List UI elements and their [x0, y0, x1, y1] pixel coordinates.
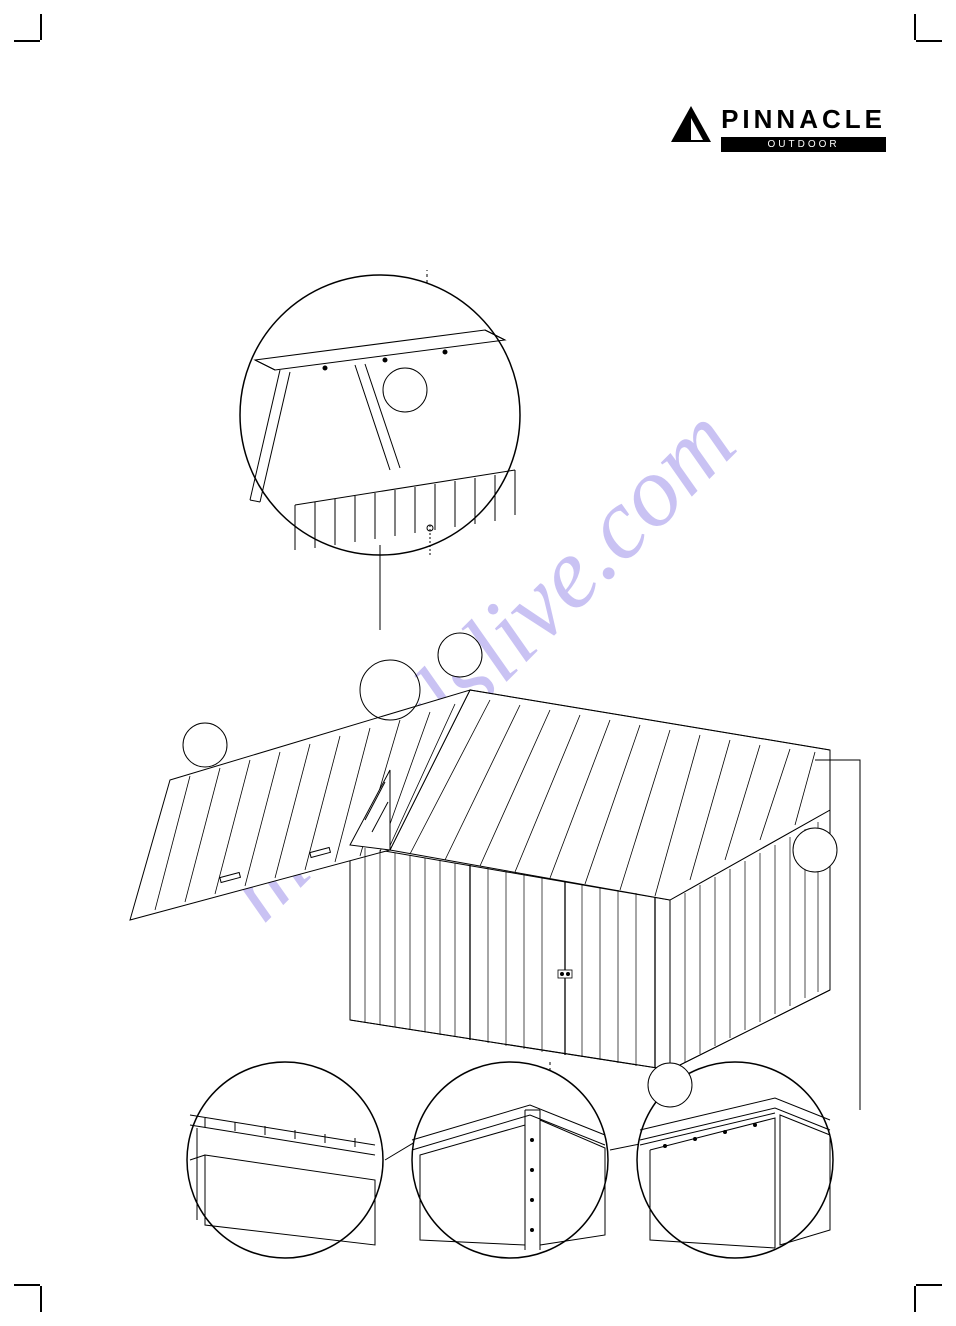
- crop-mark: [40, 14, 42, 40]
- crop-mark: [914, 1286, 916, 1312]
- callout-circle-bottom-right: [640, 1055, 700, 1115]
- brand-logo: PINNACLE OUTDOOR: [669, 104, 886, 152]
- crop-mark: [914, 14, 916, 40]
- crop-mark: [916, 40, 942, 42]
- main-shed-illustration: [110, 600, 850, 1100]
- detail-circle-ridge-brace: [235, 270, 525, 560]
- detail-circle-front-eave: [175, 1060, 395, 1260]
- crop-mark: [916, 1284, 942, 1286]
- detail-circle-gable-corner: [400, 1060, 620, 1260]
- crop-mark: [14, 1284, 40, 1286]
- crop-mark: [40, 1286, 42, 1312]
- brand-name: PINNACLE: [721, 104, 886, 135]
- crop-mark: [14, 40, 40, 42]
- logo-triangle-icon: [669, 104, 713, 144]
- brand-subtitle: OUTDOOR: [721, 137, 886, 152]
